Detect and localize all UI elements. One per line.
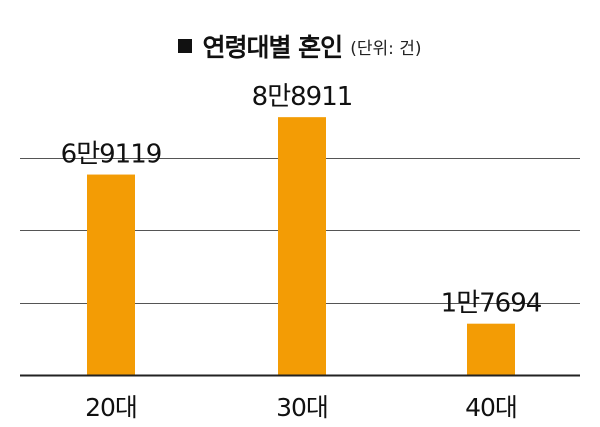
category-label-3: 40대 [465,393,517,422]
title-square-icon [178,39,193,53]
category-label-1: 20대 [85,393,137,422]
chart-title-row: 연령대별 혼인 (단위: 건) [0,26,600,66]
value-label-2: 8만8911 [252,82,353,112]
bar-2 [278,117,326,376]
bar-1 [87,174,135,375]
value-label-1: 6만9119 [61,140,162,170]
chart-unit: (단위: 건) [350,38,422,59]
bar-3 [467,323,515,375]
category-label-2: 30대 [276,393,328,422]
chart-title: 연령대별 혼인 [202,33,343,62]
value-label-3: 1만7694 [441,289,542,319]
